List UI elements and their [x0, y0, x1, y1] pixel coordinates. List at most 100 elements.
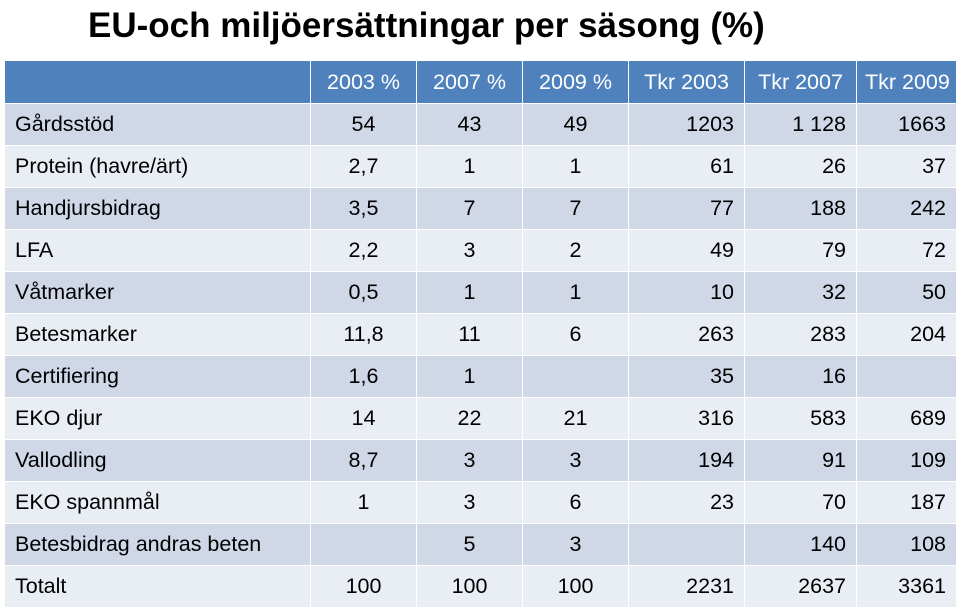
table-cell: 1 [310, 481, 417, 524]
table-cell: 7 [416, 187, 523, 230]
table-cell: 3 [522, 523, 629, 566]
table-cell: 6 [522, 481, 629, 524]
table-cell: 16 [744, 355, 857, 398]
data-table: 2003 % 2007 % 2009 % Tkr 2003 Tkr 2007 T… [4, 60, 957, 608]
table-cell: 26 [744, 145, 857, 188]
table-cell: 187 [856, 481, 957, 524]
table-cell: 316 [628, 397, 745, 440]
table-cell: 77 [628, 187, 745, 230]
table-cell: 1 [416, 145, 523, 188]
table-cell: 204 [856, 313, 957, 356]
table-cell: 100 [310, 565, 417, 608]
table-cell: 1663 [856, 103, 957, 146]
table-cell: 49 [628, 229, 745, 272]
table-cell: 6 [522, 313, 629, 356]
row-label: Handjursbidrag [4, 187, 311, 230]
row-label: Vallodling [4, 439, 311, 482]
table-cell: 35 [628, 355, 745, 398]
table-cell: 3 [416, 229, 523, 272]
table-row: EKO spannmål 1 3 6 23 70 187 [4, 481, 957, 524]
table-cell: 3361 [856, 565, 957, 608]
row-label: Gårdsstöd [4, 103, 311, 146]
table-cell: 242 [856, 187, 957, 230]
header-cell: Tkr 2007 [744, 60, 857, 104]
table-cell: 2637 [744, 565, 857, 608]
table-cell: 263 [628, 313, 745, 356]
table-cell: 5 [416, 523, 523, 566]
table-cell: 140 [744, 523, 857, 566]
header-cell: 2003 % [310, 60, 417, 104]
table-cell: 11,8 [310, 313, 417, 356]
table-cell: 1203 [628, 103, 745, 146]
table-cell: 2 [522, 229, 629, 272]
table-cell: 583 [744, 397, 857, 440]
header-cell: Tkr 2003 [628, 60, 745, 104]
table-cell: 91 [744, 439, 857, 482]
table-cell [856, 355, 957, 398]
table-cell: 70 [744, 481, 857, 524]
table-cell: 194 [628, 439, 745, 482]
table-cell [522, 355, 629, 398]
header-cell: 2009 % [522, 60, 629, 104]
table-cell: 1 [522, 271, 629, 314]
table-cell: 1 [416, 355, 523, 398]
table-cell: 32 [744, 271, 857, 314]
table-cell: 0,5 [310, 271, 417, 314]
table-cell: 61 [628, 145, 745, 188]
table-cell: 3 [416, 439, 523, 482]
table-cell: 283 [744, 313, 857, 356]
header-cell: 2007 % [416, 60, 523, 104]
row-label: Våtmarker [4, 271, 311, 314]
header-cell: Tkr 2009 [856, 60, 957, 104]
row-label: Protein (havre/ärt) [4, 145, 311, 188]
table-cell: 3,5 [310, 187, 417, 230]
table-cell: 21 [522, 397, 629, 440]
table-cell: 2,2 [310, 229, 417, 272]
table-row: Totalt 100 100 100 2231 2637 3361 [4, 565, 957, 608]
table-cell: 1 128 [744, 103, 857, 146]
row-label: LFA [4, 229, 311, 272]
table-cell [310, 523, 417, 566]
table-cell: 23 [628, 481, 745, 524]
table-cell: 3 [522, 439, 629, 482]
table-row: Certifiering 1,6 1 35 16 [4, 355, 957, 398]
row-label: EKO djur [4, 397, 311, 440]
table-cell: 100 [416, 565, 523, 608]
table-row: EKO djur 14 22 21 316 583 689 [4, 397, 957, 440]
table-cell: 689 [856, 397, 957, 440]
table-row: Handjursbidrag 3,5 7 7 77 188 242 [4, 187, 957, 230]
table-cell: 3 [416, 481, 523, 524]
table-cell [628, 523, 745, 566]
row-label: Totalt [4, 565, 311, 608]
table-row: Protein (havre/ärt) 2,7 1 1 61 26 37 [4, 145, 957, 188]
table-cell: 2,7 [310, 145, 417, 188]
table-cell: 14 [310, 397, 417, 440]
table-cell: 49 [522, 103, 629, 146]
table-row: Betesmarker 11,8 11 6 263 283 204 [4, 313, 957, 356]
row-label: EKO spannmål [4, 481, 311, 524]
table-cell: 7 [522, 187, 629, 230]
table-cell: 100 [522, 565, 629, 608]
header-cell [4, 60, 311, 104]
table-row: Våtmarker 0,5 1 1 10 32 50 [4, 271, 957, 314]
table-cell: 37 [856, 145, 957, 188]
table-cell: 8,7 [310, 439, 417, 482]
page-title: EU-och miljöersättningar per säsong (%) [88, 6, 765, 45]
table-cell: 10 [628, 271, 745, 314]
table-row: Vallodling 8,7 3 3 194 91 109 [4, 439, 957, 482]
table-row: LFA 2,2 3 2 49 79 72 [4, 229, 957, 272]
table-row: Betesbidrag andras beten 5 3 140 108 [4, 523, 957, 566]
row-label: Betesmarker [4, 313, 311, 356]
table-row: Gårdsstöd 54 43 49 1203 1 128 1663 [4, 103, 957, 146]
table-cell: 188 [744, 187, 857, 230]
table-cell: 54 [310, 103, 417, 146]
table-cell: 50 [856, 271, 957, 314]
table-cell: 108 [856, 523, 957, 566]
table-cell: 1 [522, 145, 629, 188]
table-cell: 1,6 [310, 355, 417, 398]
table-cell: 11 [416, 313, 523, 356]
table-cell: 79 [744, 229, 857, 272]
table-header-row: 2003 % 2007 % 2009 % Tkr 2003 Tkr 2007 T… [4, 60, 957, 104]
table-cell: 109 [856, 439, 957, 482]
table-cell: 43 [416, 103, 523, 146]
